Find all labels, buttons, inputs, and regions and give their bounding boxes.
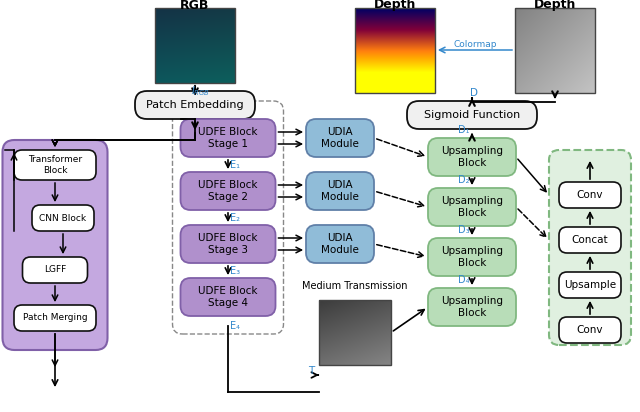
- FancyBboxPatch shape: [32, 205, 94, 231]
- FancyBboxPatch shape: [428, 288, 516, 326]
- FancyBboxPatch shape: [428, 188, 516, 226]
- Text: Depth: Depth: [534, 0, 576, 10]
- FancyBboxPatch shape: [14, 150, 96, 180]
- Text: D₃: D₃: [458, 225, 470, 235]
- Text: UDFE Block
Stage 2: UDFE Block Stage 2: [198, 180, 258, 202]
- Text: D₂: D₂: [458, 175, 470, 185]
- Text: Colormap: Colormap: [453, 40, 497, 49]
- FancyBboxPatch shape: [549, 150, 631, 345]
- Text: $I_{RGB}$: $I_{RGB}$: [191, 84, 211, 98]
- Text: E₃: E₃: [230, 265, 240, 276]
- Text: UDIA
Module: UDIA Module: [321, 180, 359, 202]
- Text: E₄: E₄: [230, 321, 240, 331]
- Text: E₂: E₂: [230, 213, 240, 222]
- Text: UDIA
Module: UDIA Module: [321, 127, 359, 149]
- FancyBboxPatch shape: [559, 317, 621, 343]
- Bar: [355, 8, 435, 93]
- FancyBboxPatch shape: [14, 305, 96, 331]
- Bar: [515, 8, 595, 93]
- Text: Concat: Concat: [572, 235, 608, 245]
- Text: D₁: D₁: [458, 125, 470, 135]
- FancyBboxPatch shape: [135, 91, 255, 119]
- FancyBboxPatch shape: [306, 225, 374, 263]
- Text: LGFF: LGFF: [44, 265, 66, 274]
- FancyBboxPatch shape: [559, 272, 621, 298]
- Text: Patch Merging: Patch Merging: [22, 314, 87, 323]
- Text: Medium Transmission: Medium Transmission: [302, 281, 408, 291]
- Text: CNN Block: CNN Block: [40, 213, 86, 222]
- FancyBboxPatch shape: [22, 257, 88, 283]
- FancyBboxPatch shape: [428, 238, 516, 276]
- FancyBboxPatch shape: [3, 140, 108, 350]
- Text: Upsampling
Block: Upsampling Block: [441, 146, 503, 168]
- FancyBboxPatch shape: [559, 182, 621, 208]
- Text: Upsampling
Block: Upsampling Block: [441, 196, 503, 218]
- Text: Upsampling
Block: Upsampling Block: [441, 246, 503, 268]
- Text: D: D: [470, 88, 478, 98]
- Text: Upsampling
Block: Upsampling Block: [441, 296, 503, 318]
- Text: Depth: Depth: [374, 0, 416, 10]
- FancyBboxPatch shape: [306, 172, 374, 210]
- Text: RGB: RGB: [180, 0, 210, 12]
- FancyBboxPatch shape: [180, 225, 275, 263]
- FancyBboxPatch shape: [306, 119, 374, 157]
- Text: Conv: Conv: [577, 190, 604, 200]
- Text: UDFE Block
Stage 4: UDFE Block Stage 4: [198, 286, 258, 308]
- Text: Transformer
Block: Transformer Block: [28, 155, 82, 175]
- FancyBboxPatch shape: [559, 227, 621, 253]
- Text: T: T: [308, 366, 314, 376]
- FancyBboxPatch shape: [407, 101, 537, 129]
- Text: UDFE Block
Stage 1: UDFE Block Stage 1: [198, 127, 258, 149]
- FancyBboxPatch shape: [180, 119, 275, 157]
- Text: Upsample: Upsample: [564, 280, 616, 290]
- Text: Conv: Conv: [577, 325, 604, 335]
- Text: UDIA
Module: UDIA Module: [321, 233, 359, 255]
- Bar: [155, 8, 235, 83]
- Text: E₁: E₁: [230, 159, 240, 169]
- Bar: [319, 300, 391, 365]
- Text: UDFE Block
Stage 3: UDFE Block Stage 3: [198, 233, 258, 255]
- Text: D₄: D₄: [458, 275, 470, 285]
- Text: Sigmoid Function: Sigmoid Function: [424, 110, 520, 120]
- FancyBboxPatch shape: [180, 172, 275, 210]
- FancyBboxPatch shape: [180, 278, 275, 316]
- Text: Patch Embedding: Patch Embedding: [146, 100, 244, 110]
- FancyBboxPatch shape: [428, 138, 516, 176]
